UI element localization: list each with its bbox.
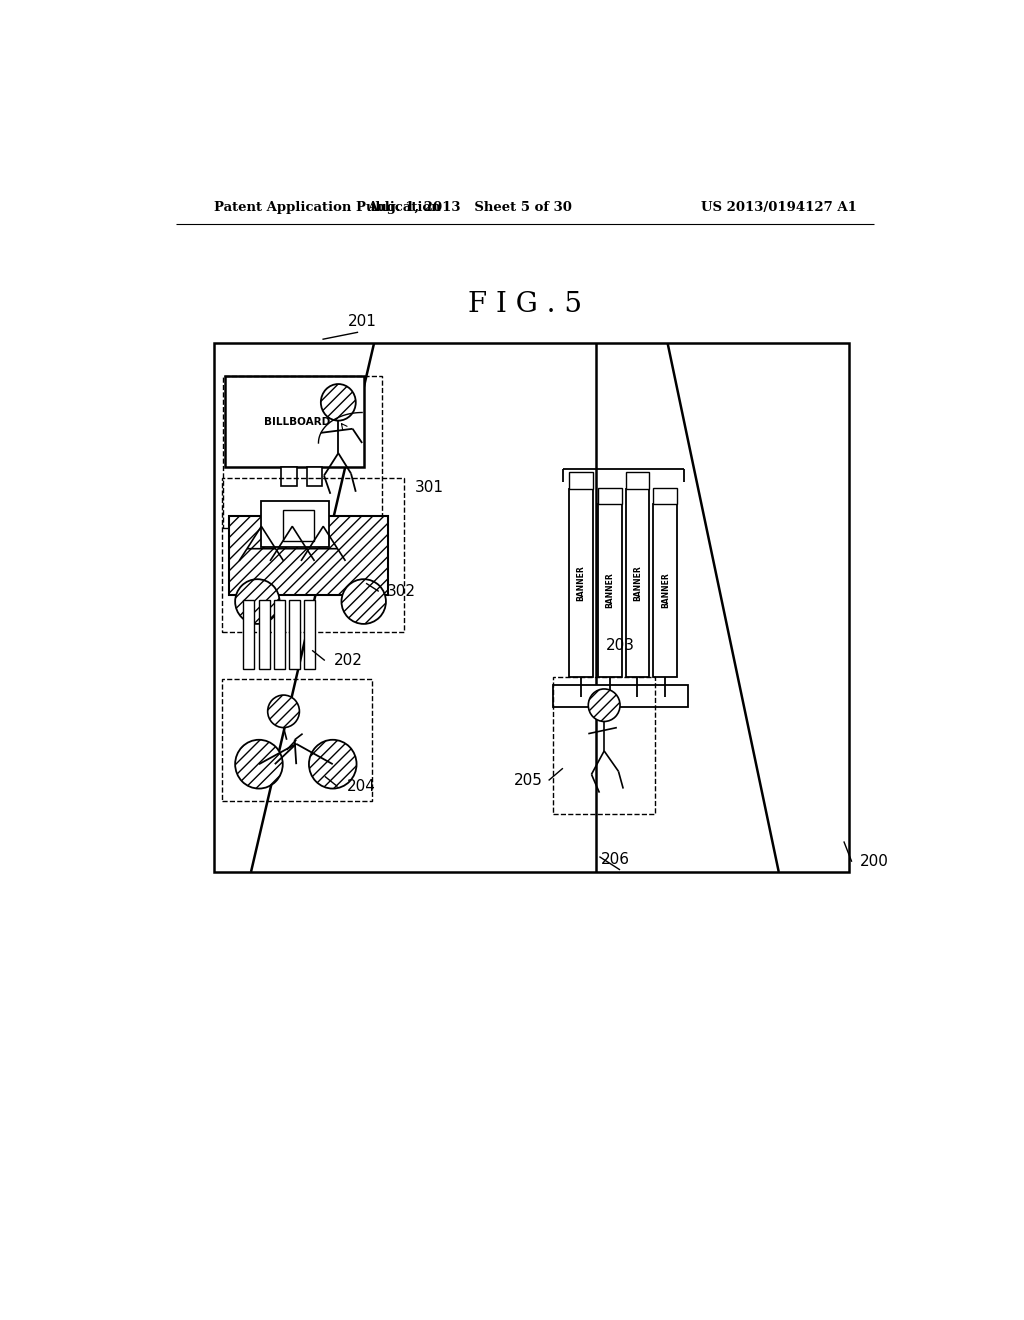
Text: BANNER: BANNER	[577, 565, 586, 601]
Text: 206: 206	[601, 853, 630, 867]
Bar	[553, 685, 688, 708]
Text: 302: 302	[387, 583, 416, 599]
Text: 203: 203	[605, 639, 635, 653]
Bar	[228, 516, 387, 595]
Bar	[283, 510, 314, 541]
Bar	[653, 487, 677, 504]
Text: BANNER: BANNER	[660, 573, 670, 609]
Bar	[304, 599, 315, 669]
Bar	[221, 678, 373, 801]
Bar	[261, 500, 329, 546]
Text: US 2013/0194127 A1: US 2013/0194127 A1	[700, 201, 857, 214]
Bar	[243, 599, 254, 669]
Bar	[569, 473, 593, 488]
Bar	[306, 467, 323, 486]
Bar	[214, 343, 849, 873]
Text: 202: 202	[334, 653, 364, 668]
Ellipse shape	[588, 689, 620, 722]
Bar	[598, 487, 622, 504]
Ellipse shape	[236, 579, 280, 624]
Text: Aug. 1, 2013   Sheet 5 of 30: Aug. 1, 2013 Sheet 5 of 30	[367, 201, 571, 214]
Text: 200: 200	[860, 854, 889, 870]
Bar	[598, 504, 622, 677]
Bar	[282, 467, 297, 486]
Bar	[259, 599, 270, 669]
Bar	[569, 488, 593, 677]
Text: F I G . 5: F I G . 5	[468, 292, 582, 318]
Text: BANNER: BANNER	[633, 565, 642, 601]
Ellipse shape	[236, 739, 283, 788]
Ellipse shape	[341, 579, 386, 624]
Text: 205: 205	[513, 774, 543, 788]
Ellipse shape	[309, 739, 356, 788]
Text: 301: 301	[416, 480, 444, 495]
Bar	[553, 677, 655, 814]
Bar	[274, 599, 285, 669]
Ellipse shape	[321, 384, 355, 421]
Bar	[626, 488, 649, 677]
Bar	[289, 599, 300, 669]
Bar	[653, 504, 677, 677]
Text: BANNER: BANNER	[605, 573, 614, 609]
Text: 201: 201	[348, 314, 377, 329]
Text: Patent Application Publication: Patent Application Publication	[214, 201, 440, 214]
Text: 204: 204	[347, 779, 376, 795]
Ellipse shape	[267, 696, 299, 727]
Bar	[223, 376, 382, 528]
Bar	[221, 478, 404, 632]
Text: BILLBOARD: BILLBOARD	[264, 417, 331, 426]
Bar	[626, 473, 649, 488]
Bar	[225, 376, 364, 467]
